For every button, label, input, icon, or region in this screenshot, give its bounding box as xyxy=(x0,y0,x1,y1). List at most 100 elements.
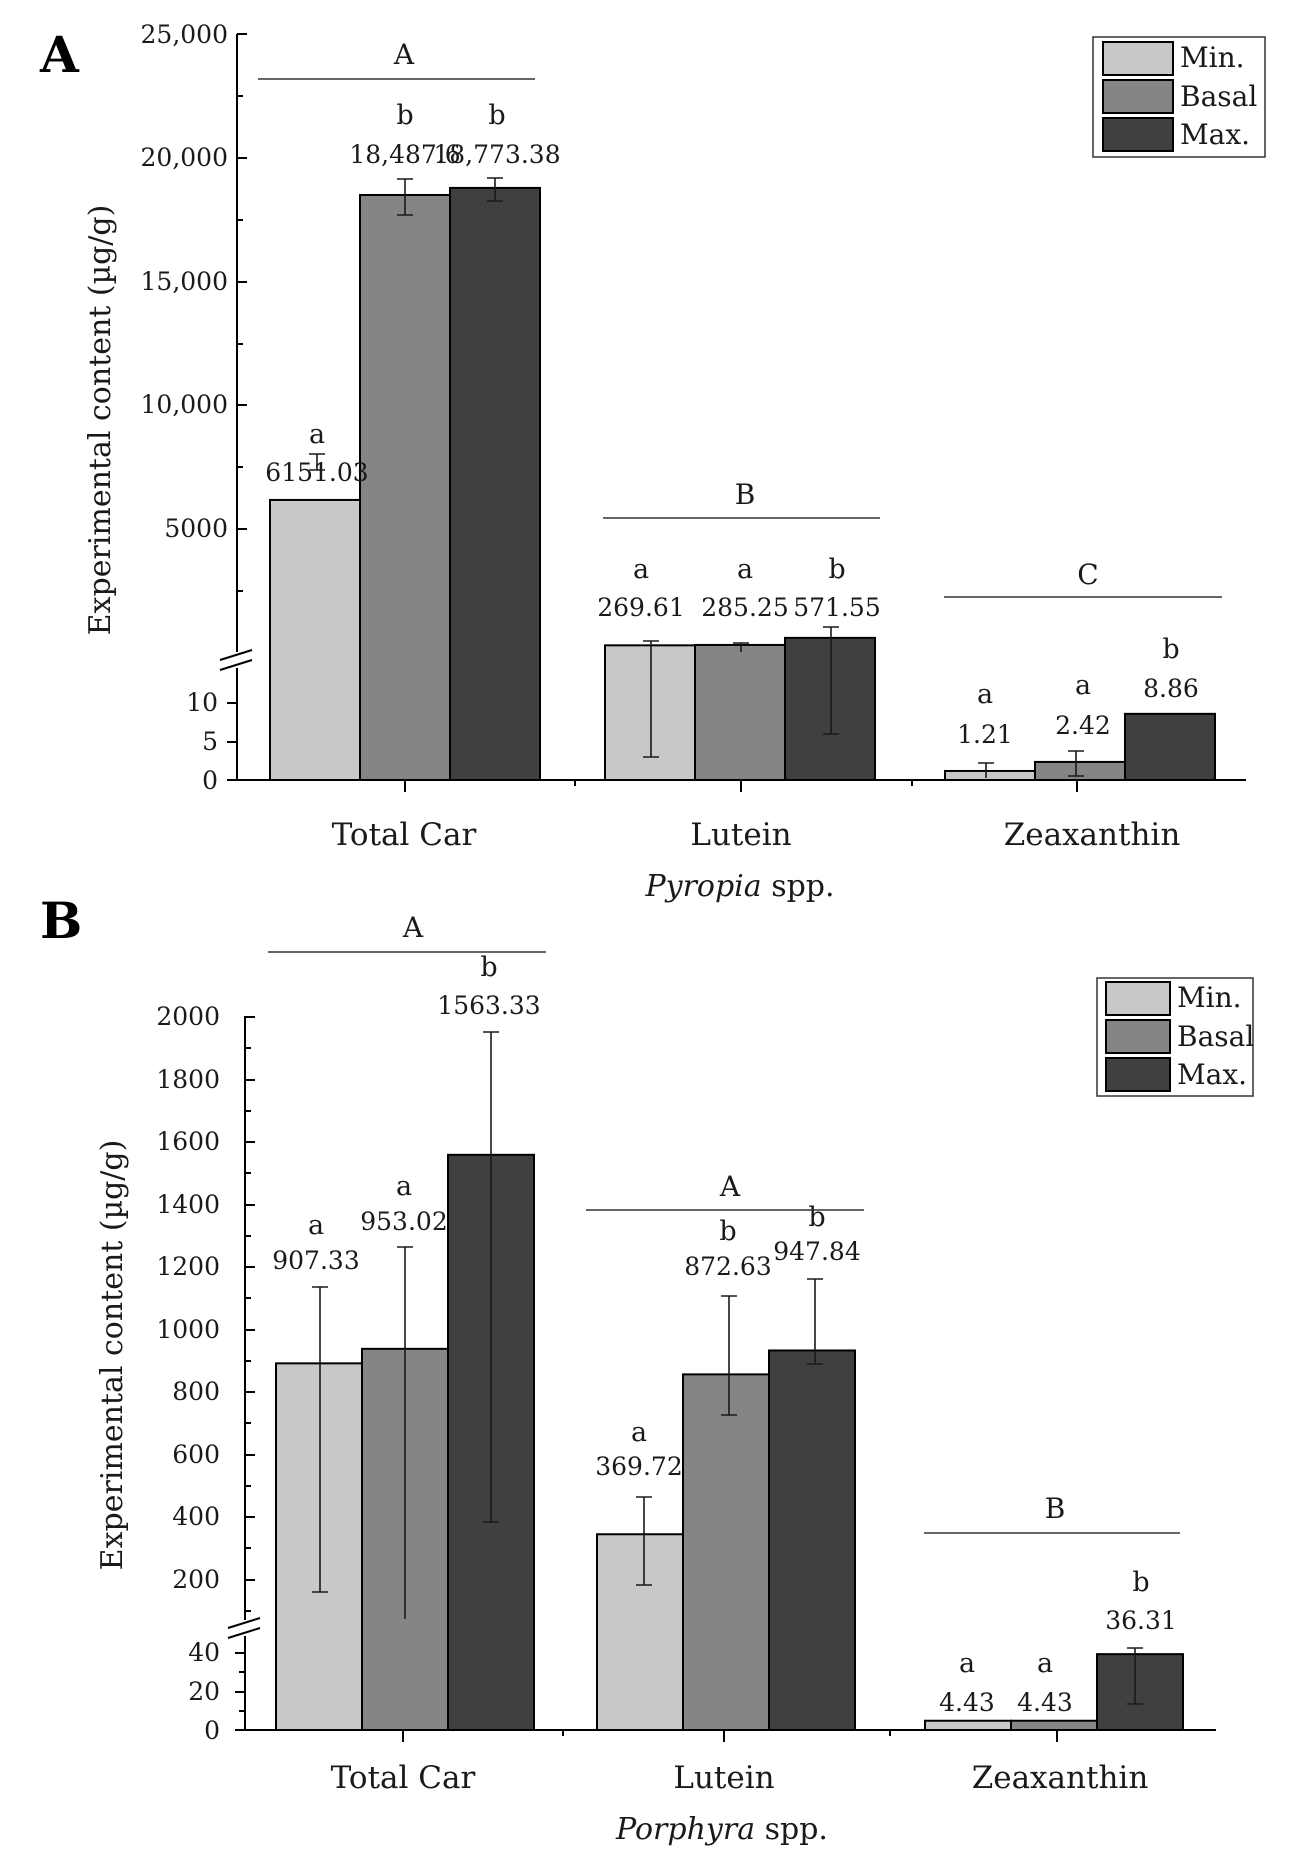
category-label: Zeaxanthin xyxy=(972,1760,1149,1796)
legend-label: Min. xyxy=(1177,981,1242,1014)
value-label: 872.63 xyxy=(684,1252,771,1281)
value-label: 1563.33 xyxy=(437,991,540,1020)
panel-a-x-axis-title: Pyropia spp. xyxy=(644,869,834,904)
legend-swatch-min xyxy=(1102,41,1174,76)
bar-total-car-max xyxy=(449,186,541,781)
error-bar xyxy=(978,762,994,778)
panel-b-ticks xyxy=(235,1016,1058,1742)
error-bar xyxy=(636,1496,652,1586)
bar-total-car-basal xyxy=(359,193,451,782)
significance-letter: a xyxy=(308,1210,324,1241)
group-letter: B xyxy=(1045,1492,1066,1525)
panel-b-ytick-label: 1200 xyxy=(156,1252,220,1281)
significance-letter: a xyxy=(396,1171,412,1202)
value-label: 285.25 xyxy=(701,593,788,622)
legend-label: Max. xyxy=(1177,1058,1247,1091)
bar-lutein-max xyxy=(784,636,876,781)
significance-letter: a xyxy=(309,419,325,450)
significance-letter: a xyxy=(959,1648,975,1679)
panel-a-ticks xyxy=(227,33,1078,792)
legend-swatch-min xyxy=(1105,981,1171,1016)
panel-a-label: A xyxy=(39,25,80,84)
panel-b-ytick-label: 40 xyxy=(188,1638,220,1667)
error-bar xyxy=(487,177,503,202)
error-bar xyxy=(807,1278,823,1365)
panel-b-x-axis-title: Porphyra spp. xyxy=(615,1812,828,1847)
value-label: 8.86 xyxy=(1143,674,1199,703)
bar-zeaxanthin-max xyxy=(1124,712,1216,781)
panel-b-ytick-label: 1400 xyxy=(156,1190,220,1219)
panel-a-ytick-label: 5 xyxy=(202,727,218,756)
value-label: 18,487.6 xyxy=(349,140,460,169)
significance-letter: a xyxy=(1075,670,1091,701)
significance-letter: b xyxy=(1132,1567,1149,1598)
legend-swatch-basal xyxy=(1102,79,1174,114)
significance-letter: a xyxy=(1037,1648,1053,1679)
group-letter: B xyxy=(735,478,756,511)
category-label: Zeaxanthin xyxy=(1004,817,1181,853)
panel-b-ytick-label: 1000 xyxy=(156,1315,220,1344)
significance-letter: a xyxy=(737,554,753,585)
legend-label: Basal xyxy=(1180,80,1257,113)
error-bar xyxy=(397,1246,413,1619)
panel-a-ytick-label: 10,000 xyxy=(141,390,228,419)
value-label: 907.33 xyxy=(272,1246,359,1275)
panel-b: B 2000 1800 1600 1400 1200 1000 800 600 … xyxy=(40,891,1254,1847)
significance-letter: b xyxy=(480,952,497,983)
panel-a-ytick-label: 5000 xyxy=(164,514,228,543)
value-label: 36.31 xyxy=(1105,1606,1177,1635)
significance-letter: b xyxy=(488,100,505,131)
panel-a-ytick-label: 25,000 xyxy=(141,20,228,49)
bar-lutein-max xyxy=(768,1349,856,1731)
legend-swatch-max xyxy=(1105,1057,1171,1092)
panel-a-ytick-label: 15,000 xyxy=(141,267,228,296)
error-bar xyxy=(721,1295,737,1416)
error-bar xyxy=(733,642,749,652)
group-letter: A xyxy=(719,1170,741,1203)
bar-lutein-basal xyxy=(682,1373,770,1732)
panel-a-ytick-label: 10 xyxy=(186,688,218,717)
value-label: 18,773.38 xyxy=(433,140,560,169)
legend-label: Basal xyxy=(1177,1020,1254,1053)
panel-b-ytick-label: 20 xyxy=(188,1677,220,1706)
value-label: 2.42 xyxy=(1055,711,1111,740)
bar-total-car-min xyxy=(269,498,361,781)
group-letter: A xyxy=(393,38,415,71)
error-bar xyxy=(1068,750,1084,777)
bar-lutein-basal xyxy=(694,643,786,781)
legend-label: Min. xyxy=(1180,41,1245,74)
significance-letter: b xyxy=(828,554,845,585)
group-letter: A xyxy=(402,911,424,944)
panel-b-error-bars xyxy=(312,1031,1143,1705)
panel-a-ytick-label: 20,000 xyxy=(141,143,228,172)
panel-b-y-axis-title: Experimental content (µg/g) xyxy=(95,1140,130,1571)
significance-letter: b xyxy=(396,100,413,131)
legend-swatch-max xyxy=(1102,117,1174,152)
category-label: Lutein xyxy=(690,817,791,853)
value-label: 947.84 xyxy=(773,1237,860,1266)
value-label: 1.21 xyxy=(957,720,1013,749)
value-label: 369.72 xyxy=(595,1452,682,1481)
error-bar xyxy=(1127,1647,1143,1705)
error-bar xyxy=(312,1286,328,1593)
value-label: 953.02 xyxy=(360,1207,447,1236)
significance-letter: b xyxy=(808,1202,825,1233)
value-label: 4.43 xyxy=(939,1688,995,1717)
bar-zeaxanthin-min xyxy=(924,1719,1012,1731)
panel-b-ytick-label: 200 xyxy=(172,1565,220,1594)
value-label: 6151.03 xyxy=(265,458,368,487)
bar-lutein-min xyxy=(604,644,696,782)
error-bar xyxy=(483,1031,499,1523)
category-label: Total Car xyxy=(331,1760,476,1796)
significance-letter: a xyxy=(977,679,993,710)
error-bar xyxy=(823,626,839,735)
legend-label: Max. xyxy=(1180,118,1250,151)
panel-a-ytick-label: 0 xyxy=(202,766,218,795)
bar-zeaxanthin-min xyxy=(944,769,1036,781)
legend-swatch-basal xyxy=(1105,1019,1171,1054)
value-label: 571.55 xyxy=(793,593,880,622)
category-label: Total Car xyxy=(332,817,477,853)
panel-b-ytick-label: 2000 xyxy=(156,1002,220,1031)
panel-b-ytick-label: 600 xyxy=(172,1440,220,1469)
